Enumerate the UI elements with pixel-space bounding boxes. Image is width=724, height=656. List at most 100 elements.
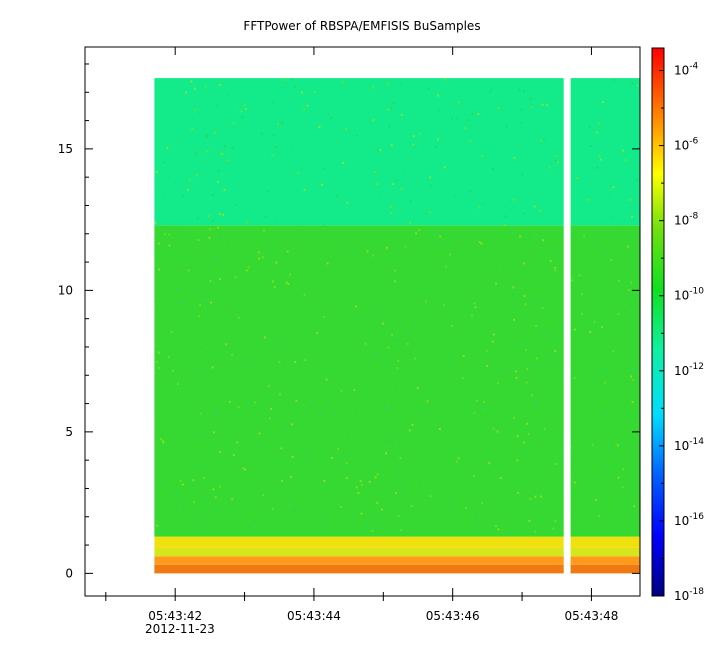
heatmap-noise-cell	[385, 452, 387, 455]
heatmap-noise-cell	[481, 502, 484, 505]
heatmap-noise-cell	[611, 217, 614, 220]
heatmap-noise-cell	[629, 198, 632, 201]
heatmap-noise-cell	[266, 415, 269, 418]
heatmap-noise-cell	[471, 309, 474, 312]
heatmap-noise-cell	[601, 101, 604, 103]
heatmap-noise-cell	[425, 213, 428, 215]
heatmap-noise-cell	[410, 505, 413, 508]
heatmap-noise-cell	[526, 368, 528, 371]
heatmap-noise-cell	[273, 286, 276, 289]
heatmap-noise-cell	[162, 430, 164, 433]
heatmap-noise-cell	[494, 265, 497, 268]
heatmap-noise-cell	[178, 506, 181, 509]
heatmap-noise-cell	[226, 242, 229, 245]
heatmap-noise-cell	[353, 388, 356, 391]
heatmap-noise-cell	[330, 116, 333, 119]
heatmap-noise-cell	[262, 256, 265, 259]
heatmap-noise-cell	[612, 216, 615, 219]
heatmap-noise-cell	[231, 146, 234, 149]
colorbar-tick-label--18: 10-18	[674, 587, 704, 603]
heatmap-noise-cell	[392, 101, 395, 104]
heatmap-noise-cell	[478, 206, 481, 209]
heatmap-noise-cell	[287, 282, 290, 285]
heatmap-noise-cell	[512, 198, 515, 201]
heatmap-noise-cell	[379, 149, 381, 152]
x-tick-label-05:43:42: 05:43:42	[148, 609, 202, 623]
heatmap-noise-cell	[497, 528, 500, 531]
heatmap-noise-cell	[573, 481, 576, 484]
heatmap-noise-cell	[415, 232, 418, 235]
heatmap-noise-cell	[503, 346, 506, 349]
heatmap-noise-cell	[226, 159, 229, 162]
heatmap-noise-cell	[325, 322, 327, 324]
heatmap-noise-cell	[291, 78, 294, 81]
heatmap-noise-cell	[165, 457, 168, 460]
heatmap-noise-cell	[263, 336, 266, 339]
heatmap-noise-cell	[516, 459, 519, 462]
heatmap-noise-cell	[448, 476, 451, 479]
heatmap-noise-cell	[582, 510, 585, 513]
heatmap-noise-cell	[413, 357, 416, 360]
heatmap-noise-cell	[389, 205, 392, 208]
heatmap-noise-cell	[475, 399, 478, 402]
heatmap-noise-cell	[321, 524, 324, 527]
heatmap-noise-cell	[631, 296, 634, 299]
heatmap-noise-cell	[616, 444, 619, 447]
heatmap-noise-cell	[598, 154, 601, 157]
heatmap-noise-cell	[283, 81, 286, 84]
heatmap-noise-cell	[201, 412, 204, 415]
heatmap-noise-cell	[325, 378, 328, 381]
heatmap-noise-cell	[337, 448, 340, 450]
heatmap-noise-cell	[366, 112, 369, 115]
heatmap-noise-cell	[632, 378, 635, 381]
heatmap-noise-cell	[177, 382, 180, 385]
heatmap-noise-cell	[310, 400, 313, 403]
heatmap-noise-cell	[218, 83, 221, 86]
heatmap-noise-cell	[427, 87, 430, 90]
heatmap-noise-cell	[539, 233, 541, 236]
heatmap-noise-cell	[591, 443, 594, 446]
heatmap-noise-cell	[619, 185, 622, 188]
heatmap-noise-cell	[557, 99, 560, 102]
heatmap-noise-cell	[434, 145, 437, 148]
heatmap-noise-cell	[562, 447, 565, 450]
heatmap-noise-cell	[603, 369, 606, 371]
heatmap-noise-cell	[279, 393, 281, 396]
heatmap-noise-cell	[516, 435, 519, 438]
heatmap-noise-cell	[512, 286, 515, 289]
colorbar-tick-label--16: 10-16	[674, 512, 704, 528]
heatmap-noise-cell	[376, 501, 379, 504]
heatmap-noise-cell	[400, 83, 403, 86]
heatmap-noise-cell	[209, 280, 212, 282]
heatmap-noise-cell	[198, 315, 200, 318]
heatmap-noise-cell	[555, 155, 558, 158]
heatmap-noise-cell	[155, 269, 158, 272]
heatmap-noise-cell	[213, 431, 216, 434]
heatmap-noise-cell	[429, 495, 432, 498]
heatmap-noise-cell	[156, 360, 159, 363]
heatmap-noise-cell	[215, 83, 218, 86]
heatmap-noise-cell	[273, 269, 276, 272]
heatmap-noise-cell	[217, 147, 220, 150]
heatmap-noise-cell	[221, 152, 224, 155]
heatmap-noise-cell	[495, 525, 497, 527]
heatmap-noise-cell	[193, 87, 196, 90]
heatmap-noise-cell	[285, 281, 288, 284]
heatmap-noise-cell	[509, 302, 512, 305]
heatmap-noise-cell	[373, 170, 376, 173]
heatmap-noise-cell	[583, 235, 586, 238]
heatmap-noise-cell	[281, 479, 284, 482]
heatmap-noise-cell	[274, 187, 277, 190]
heatmap-noise-cell	[172, 406, 175, 409]
heatmap-noise-cell	[174, 504, 177, 506]
heatmap-noise-cell	[387, 108, 390, 111]
heatmap-noise-cell	[194, 104, 197, 107]
y-tick-label-15: 15	[58, 142, 73, 156]
heatmap-noise-cell	[545, 334, 548, 336]
heatmap-noise-cell	[258, 257, 261, 260]
heatmap-noise-cell	[527, 238, 530, 241]
heatmap-noise-cell	[220, 153, 223, 156]
heatmap-noise-cell	[219, 234, 222, 237]
heatmap-noise-cell	[534, 530, 537, 533]
heatmap-noise-cell	[211, 193, 214, 196]
